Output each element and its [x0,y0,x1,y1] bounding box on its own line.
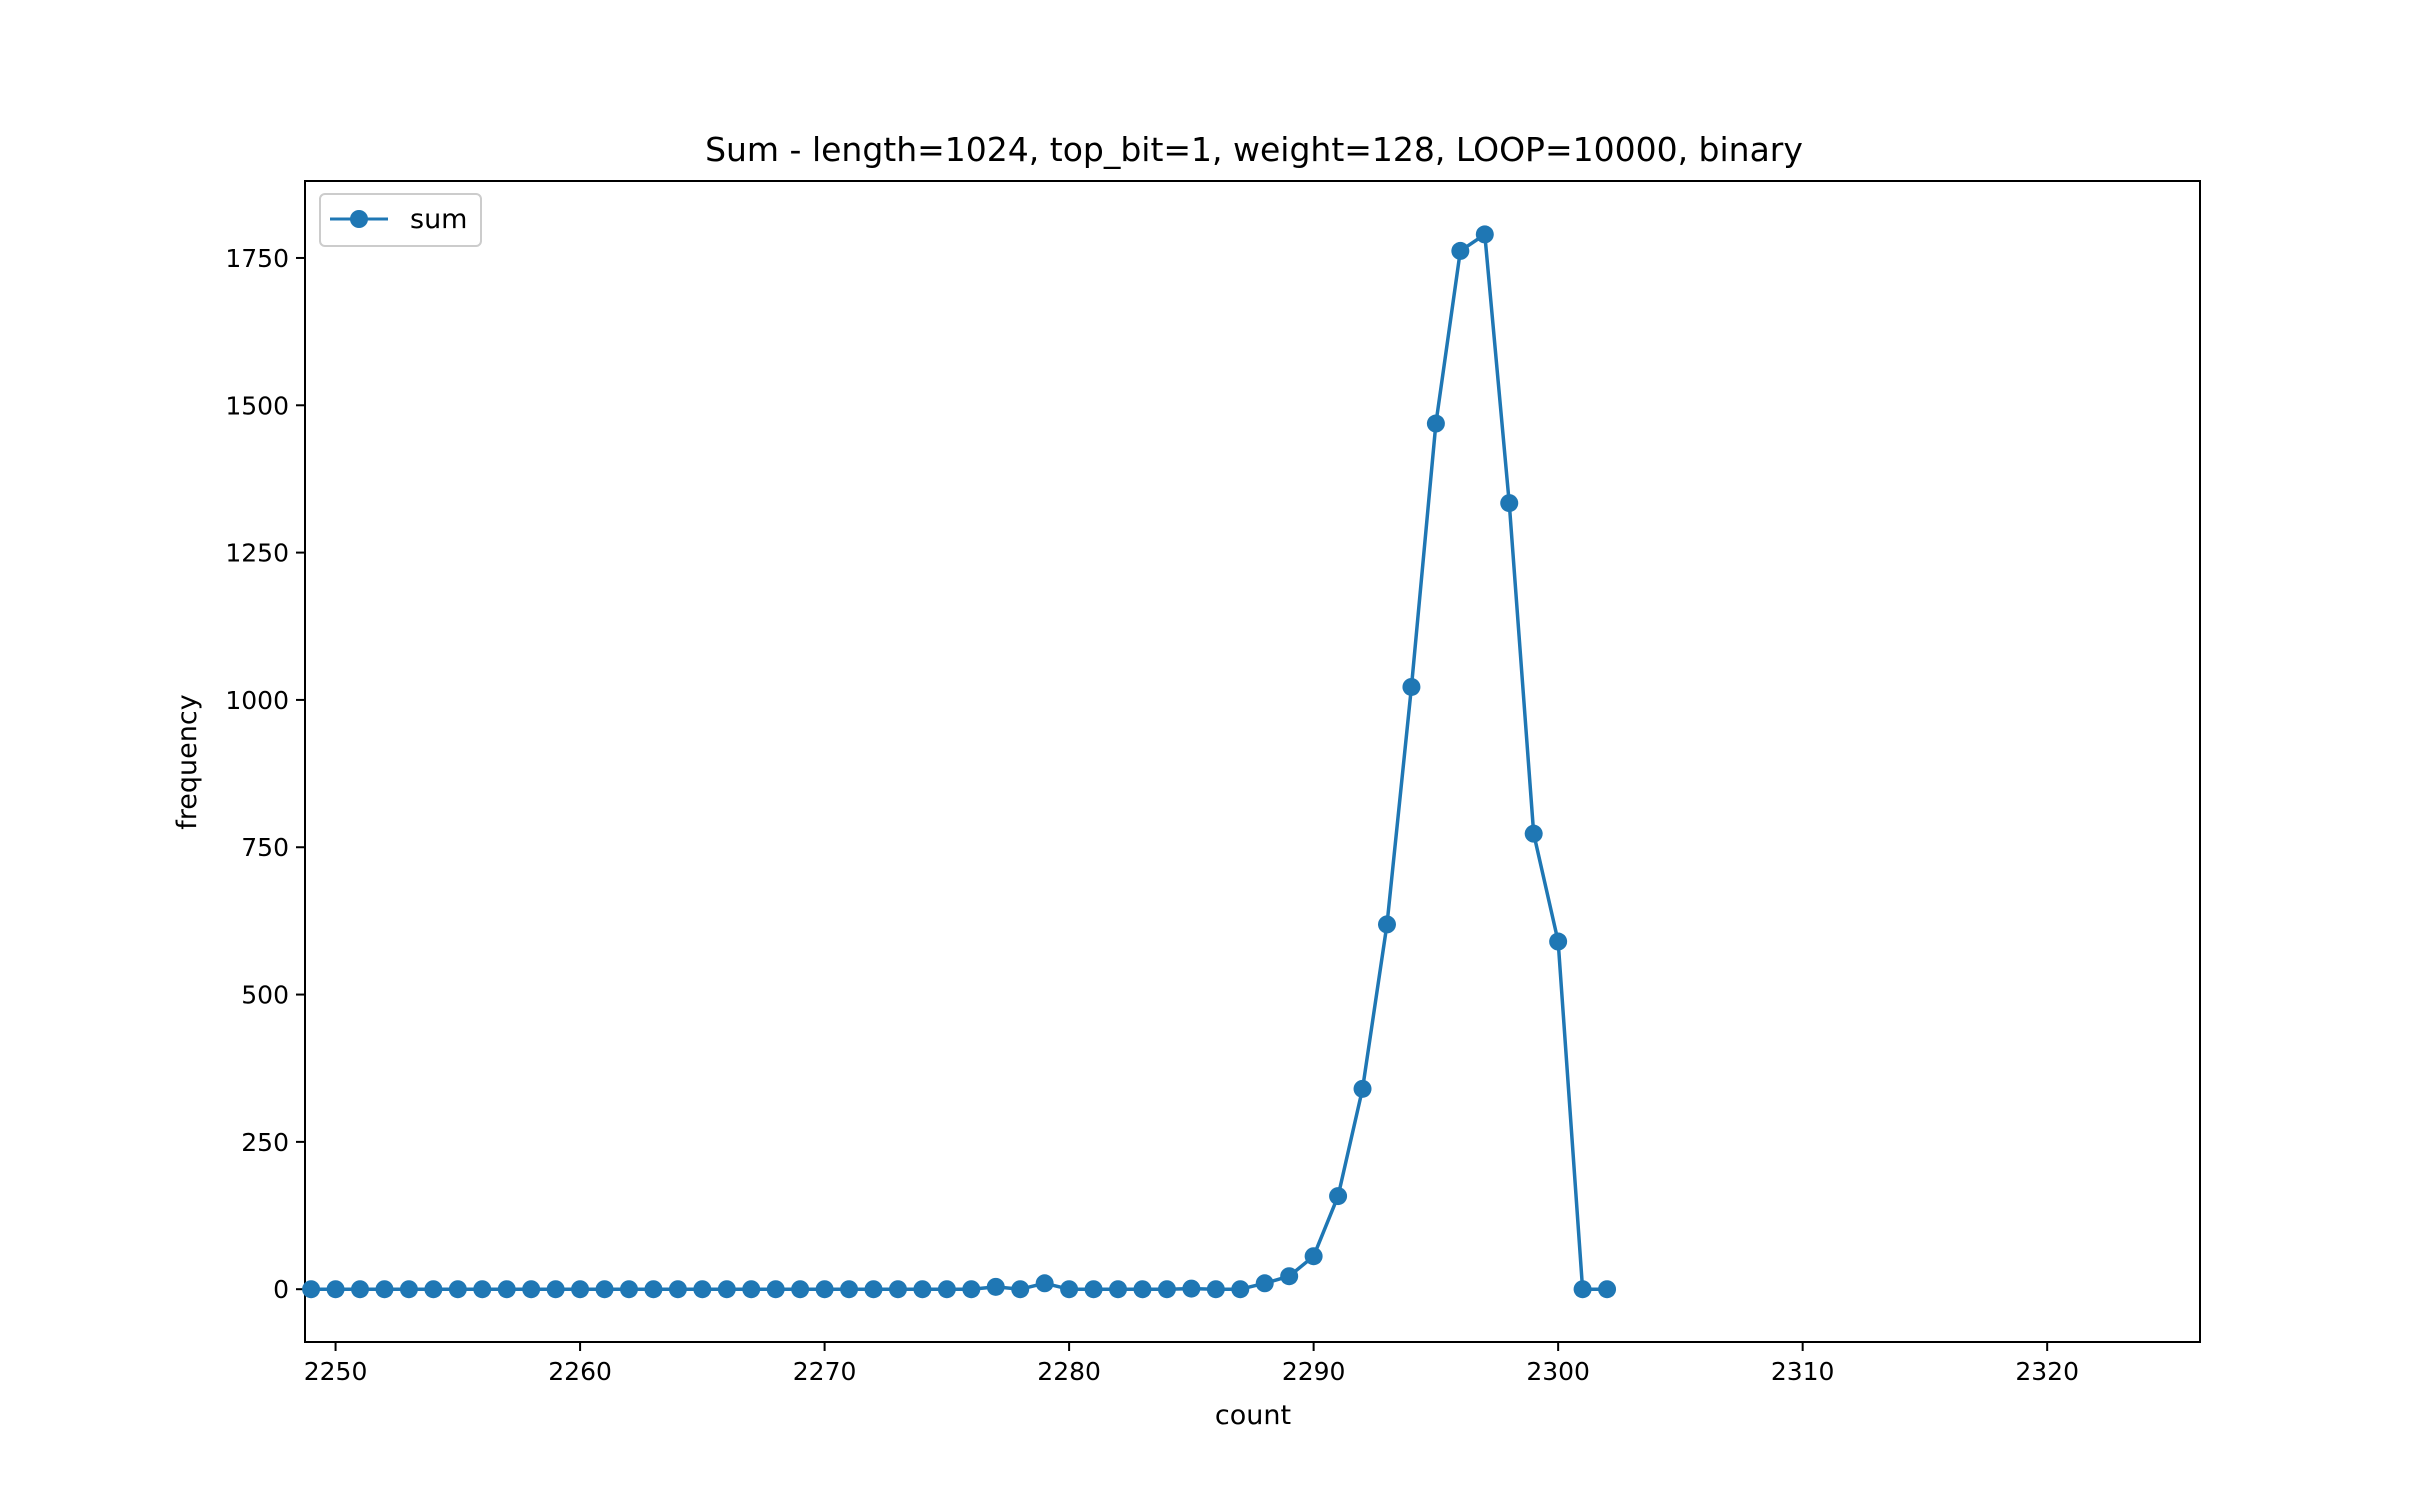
data-point [1426,414,1445,433]
data-point [326,1280,345,1299]
data-point [1475,225,1494,244]
data-point [375,1280,394,1299]
data-point [693,1280,712,1299]
data-point [1182,1279,1201,1298]
data-point [1304,1247,1323,1266]
x-tick-label: 2260 [548,1357,612,1386]
data-point [1353,1079,1372,1098]
data-point [1402,677,1421,696]
y-tick-label: 1750 [225,244,289,273]
data-point [1035,1274,1054,1293]
data-point [497,1280,516,1299]
legend-marker-sum [350,210,368,228]
x-tick-label: 2320 [2015,1357,2079,1386]
data-point [1524,824,1543,843]
data-point [619,1280,638,1299]
data-point [1377,915,1396,934]
data-point [1573,1280,1592,1299]
x-tick-label: 2250 [304,1357,368,1386]
data-point [766,1280,785,1299]
data-point [644,1280,663,1299]
data-point [840,1280,859,1299]
x-axis: 2250 2260 2270 2280 2290 2300 2310 2320 [304,1342,2079,1386]
data-point [1451,241,1470,260]
data-point [1060,1280,1079,1299]
data-point [1500,494,1519,513]
y-tick-label: 250 [241,1128,289,1157]
data-point [1280,1267,1299,1286]
data-point [1011,1280,1030,1299]
data-point [717,1280,736,1299]
data-point [1206,1280,1225,1299]
data-point [1549,932,1568,951]
x-tick-label: 2300 [1526,1357,1590,1386]
legend-label-sum: sum [410,204,467,235]
data-point [1598,1280,1617,1299]
data-point [937,1280,956,1299]
data-point [546,1280,565,1299]
y-tick-label: 1500 [225,391,289,420]
data-point [1231,1280,1250,1299]
data-point [791,1280,810,1299]
y-tick-label: 1000 [225,686,289,715]
data-point [888,1280,907,1299]
data-point [473,1280,492,1299]
x-tick-label: 2280 [1037,1357,1101,1386]
data-point [913,1280,932,1299]
x-tick-label: 2290 [1282,1357,1346,1386]
data-point [962,1280,981,1299]
y-tick-label: 750 [241,833,289,862]
data-point [815,1280,834,1299]
data-point [742,1280,761,1299]
data-point [1133,1280,1152,1299]
data-point [351,1280,370,1299]
chart-title: Sum - length=1024, top_bit=1, weight=128… [705,130,1803,169]
data-point [522,1280,541,1299]
x-axis-label: count [1215,1400,1291,1431]
data-point [986,1277,1005,1296]
x-tick-label: 2270 [793,1357,857,1386]
data-point [1255,1274,1274,1293]
data-point [1329,1187,1348,1206]
legend: sum [319,193,482,247]
data-point [1109,1280,1128,1299]
data-point [595,1280,614,1299]
data-point [448,1280,467,1299]
data-point [571,1280,590,1299]
y-tick-label: 1250 [225,539,289,568]
y-tick-label: 500 [241,981,289,1010]
plot-area: 2250 2260 2270 2280 2290 2300 2310 2320 0 250 500… [225,180,2201,1386]
series-layer [302,225,1617,1299]
legend-box [319,193,482,247]
y-axis-label: frequency [172,694,203,829]
data-point [302,1280,321,1299]
data-point [864,1280,883,1299]
data-point [668,1280,687,1299]
data-point [1157,1280,1176,1299]
data-point [1084,1280,1103,1299]
plot-frame [304,180,2201,1343]
y-axis: 0 250 500 750 1000 1250 1500 1750 [225,244,305,1304]
data-point [424,1280,443,1299]
data-point [399,1280,418,1299]
y-tick-label: 0 [273,1275,289,1304]
x-tick-label: 2310 [1771,1357,1835,1386]
